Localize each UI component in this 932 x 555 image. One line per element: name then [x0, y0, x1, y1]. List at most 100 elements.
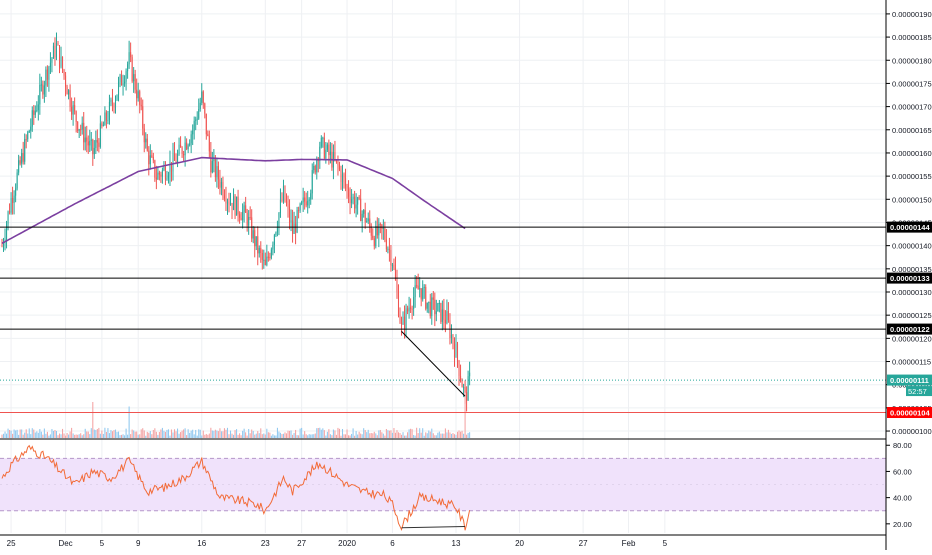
candle-body-up [437, 303, 439, 312]
volume-bar-up [307, 435, 309, 438]
volume-bar-down [432, 433, 434, 438]
volume-bar-down [267, 432, 269, 438]
candle-body-down [219, 179, 221, 188]
volume-bar-up [450, 433, 452, 438]
candle-body-up [89, 140, 91, 146]
volume-bar-up [72, 433, 74, 438]
volume-bar-up [382, 433, 384, 438]
volume-bar-up [422, 428, 424, 438]
volume-bar-down [460, 431, 462, 438]
volume-bar-up [48, 435, 50, 438]
current-price-tag: 0.00000111 [890, 376, 929, 385]
time-tick-label: 16 [197, 539, 206, 548]
candle-body-down [420, 288, 422, 300]
volume-bar-up [299, 428, 301, 438]
volume-bar-up [124, 435, 126, 438]
candle-body-up [263, 259, 265, 261]
volume-bar-down [264, 434, 266, 438]
candle-body-up [243, 205, 245, 212]
candle-body-up [84, 137, 86, 143]
candle-body-down [113, 104, 115, 108]
candle-body-up [375, 226, 377, 247]
volume-bar-up [99, 433, 101, 438]
time-tick-label: 25 [7, 539, 16, 548]
volume-bar-down [370, 432, 372, 438]
candle-body-up [438, 302, 440, 304]
volume-bar-up [90, 428, 92, 438]
candle-body-down [337, 159, 339, 166]
candle-body-down [404, 316, 406, 329]
candle-body-up [270, 249, 272, 258]
volume-bar-up [2, 433, 5, 438]
volume-bar-down [400, 434, 403, 438]
volume-bar-up [236, 429, 238, 438]
volume-bar-down [77, 434, 79, 438]
volume-bar-down [160, 429, 162, 438]
volume-bar-down [237, 434, 239, 438]
candle-body-down [57, 43, 59, 46]
price-tick-label: 0.00000100 [892, 427, 932, 436]
candle-body-down [66, 86, 68, 95]
candle-body-up [367, 218, 369, 222]
volume-bar-up [198, 429, 200, 438]
candle-body-up [124, 81, 126, 84]
candle-body-up [467, 376, 469, 401]
candle-body-up [229, 203, 232, 205]
volume-bar-down [254, 434, 256, 438]
candle-body-down [202, 91, 204, 104]
candle-body-up [72, 105, 74, 115]
candle-body-up [116, 94, 118, 101]
candle-body-up [423, 286, 425, 288]
level-price-tag-bg [887, 407, 932, 419]
candle-body-down [134, 74, 136, 90]
volume-bar-up [351, 433, 353, 438]
volume-bar-up [4, 431, 6, 438]
volume-bar-up [437, 432, 439, 438]
volume-bar-up [275, 435, 277, 438]
volume-bar-up [104, 427, 106, 438]
candle-body-down [464, 387, 466, 393]
grid-group [0, 0, 886, 533]
price-trendline [401, 331, 466, 397]
candle-body-down [429, 301, 431, 317]
candle-body-up [213, 158, 215, 162]
volume-bar-up [177, 428, 179, 438]
volume-bar-down [456, 431, 459, 438]
volume-bar-down [12, 433, 14, 438]
volume-bar-up [276, 427, 278, 438]
candle-body-down [466, 392, 468, 401]
candle-body-down [364, 210, 366, 223]
price-tick-label: 0.00000175 [892, 79, 932, 88]
volume-bar-up [93, 429, 95, 438]
volume-bar-down [443, 433, 445, 438]
volume-bar-up [361, 434, 363, 438]
candle-body-down [217, 166, 219, 180]
volume-bar-up [272, 434, 274, 438]
candle-body-up [149, 155, 151, 165]
volume-bar-down [335, 434, 337, 438]
candle-body-up [242, 211, 244, 221]
price-tick-label: 0.00000165 [892, 126, 932, 135]
candle-body-up [329, 151, 331, 156]
volume-bar-down [228, 434, 230, 438]
volume-bar-down [447, 429, 449, 438]
volume-bar-up [167, 429, 169, 438]
volume-bar-up [55, 430, 58, 438]
candle-body-down [111, 99, 114, 105]
candle-body-down [344, 178, 347, 187]
candle-body-up [275, 232, 277, 236]
price-tick-label: 0.00000150 [892, 195, 932, 204]
candle-body-up [190, 134, 192, 144]
volume-bar-down [464, 393, 466, 438]
candle-body-down [304, 197, 306, 202]
candle-body-up [145, 138, 147, 143]
candle-body-down [338, 165, 341, 170]
candle-body-up [2, 243, 5, 246]
volume-bar-down [170, 429, 173, 438]
candle-body-up [6, 224, 8, 239]
candle-body-down [379, 223, 381, 225]
candle-body-down [260, 247, 262, 253]
candle-body-down [432, 297, 434, 300]
volume-bar-down [388, 430, 390, 438]
volume-bar-up [363, 428, 365, 438]
